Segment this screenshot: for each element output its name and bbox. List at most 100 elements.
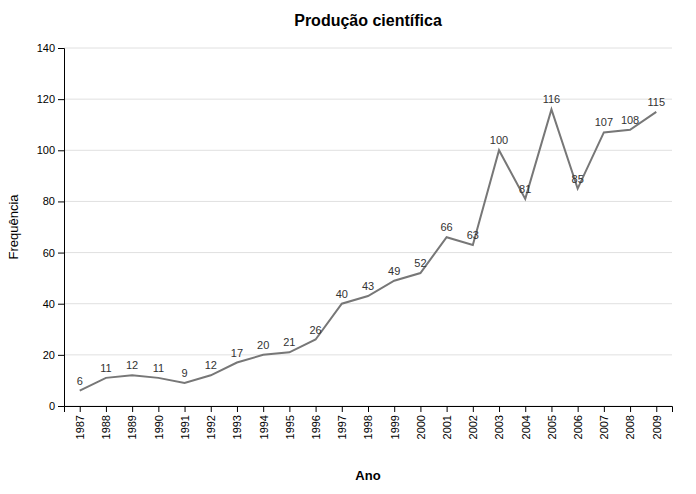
y-grid-line xyxy=(64,150,672,151)
x-tick: 2008 xyxy=(624,406,636,439)
x-tick-label: 1990 xyxy=(153,415,165,439)
y-grid-line xyxy=(64,48,672,49)
data-label: 100 xyxy=(490,134,508,146)
x-tick-label: 2006 xyxy=(572,415,584,439)
data-label: 107 xyxy=(595,116,613,128)
y-grid-line xyxy=(64,303,672,304)
x-tick-label: 2002 xyxy=(467,415,479,439)
y-tick-label: 40 xyxy=(43,298,55,310)
x-tick-mark xyxy=(578,406,579,412)
y-tick: 0 xyxy=(49,400,64,412)
x-tick: 2000 xyxy=(415,406,427,439)
y-tick: 140 xyxy=(37,42,64,54)
x-tick-label: 1995 xyxy=(284,415,296,439)
x-tick-mark xyxy=(473,406,474,412)
x-tick-mark xyxy=(656,406,657,412)
x-tick-label: 1987 xyxy=(74,415,86,439)
y-tick-label: 0 xyxy=(49,400,55,412)
data-label: 66 xyxy=(440,221,452,233)
x-tick-mark xyxy=(211,406,212,412)
y-tick-label: 120 xyxy=(37,93,55,105)
data-label: 11 xyxy=(153,362,164,374)
x-tick-mark xyxy=(368,406,369,412)
x-tick-label: 1997 xyxy=(336,415,348,439)
y-tick-label: 100 xyxy=(37,144,55,156)
plot: 1987 1988 1989 1990 1991 1992 1993 1994 1995 1996… xyxy=(37,42,673,439)
x-tick: 1989 xyxy=(126,406,138,439)
x-tick-label: 1994 xyxy=(258,415,270,439)
x-tick: 1988 xyxy=(100,406,112,439)
y-tick-label: 140 xyxy=(37,42,55,54)
marks xyxy=(80,109,657,390)
x-tick-mark xyxy=(394,406,395,412)
x-tick: 1994 xyxy=(258,406,270,439)
x-tick-label: 2007 xyxy=(598,415,610,439)
x-tick: 1996 xyxy=(310,406,322,439)
x-tick-mark xyxy=(342,406,343,412)
x-axis: 1987 1988 1989 1990 1991 1992 1993 1994 1995 1996… xyxy=(65,406,673,439)
x-tick-label: 1996 xyxy=(310,415,322,439)
x-tick-label: 1991 xyxy=(179,415,191,439)
y-grid-line xyxy=(64,201,672,202)
grid xyxy=(64,48,672,406)
y-grid-line xyxy=(64,354,672,355)
x-tick-mark xyxy=(237,406,238,412)
x-tick: 1998 xyxy=(362,406,374,439)
x-tick-mark xyxy=(289,406,290,412)
x-tick: 2001 xyxy=(441,406,453,439)
data-label: 52 xyxy=(414,257,426,269)
y-axis: 020406080100120140 xyxy=(37,42,65,412)
x-tick-label: 2004 xyxy=(520,415,532,439)
y-grid-line xyxy=(64,99,672,100)
x-tick-mark xyxy=(525,406,526,412)
y-tick: 120 xyxy=(37,93,64,105)
x-tick-mark xyxy=(604,406,605,412)
x-tick: 2009 xyxy=(651,406,663,439)
x-tick-mark xyxy=(106,406,107,412)
y-tick-mark xyxy=(58,304,64,305)
x-tick-label: 2008 xyxy=(624,415,636,439)
x-tick-label: 1998 xyxy=(362,415,374,439)
x-tick: 1991 xyxy=(179,406,191,439)
data-label: 12 xyxy=(205,359,217,371)
x-tick-label: 2005 xyxy=(546,415,558,439)
x-tick: 1997 xyxy=(336,406,348,439)
data-label: 9 xyxy=(181,367,187,379)
data-line xyxy=(80,109,657,390)
x-tick: 2002 xyxy=(467,406,479,439)
x-tick-mark xyxy=(551,406,552,412)
data-label: 21 xyxy=(283,336,295,348)
y-tick-label: 60 xyxy=(43,247,55,259)
data-label: 11 xyxy=(100,362,111,374)
x-tick-mark xyxy=(263,406,264,412)
data-label: 20 xyxy=(257,339,269,351)
data-label: 43 xyxy=(362,280,374,292)
y-tick-mark xyxy=(58,406,64,407)
title: Produção científica xyxy=(294,12,442,29)
x-tick: 1995 xyxy=(284,406,296,439)
y-tick: 60 xyxy=(43,247,64,259)
x-axis-line xyxy=(65,407,673,413)
data-label: 108 xyxy=(621,114,639,126)
data-label: 116 xyxy=(543,93,561,105)
data-label: 6 xyxy=(77,375,83,387)
x-tick-mark xyxy=(499,406,500,412)
x-tick-label: 1999 xyxy=(389,415,401,439)
x-tick-mark xyxy=(316,406,317,412)
x-tick-label: 2000 xyxy=(415,415,427,439)
x-tick-label: 2003 xyxy=(493,415,505,439)
data-label: 81 xyxy=(519,183,531,195)
data-label: 26 xyxy=(309,324,321,336)
x-tick-label: 1988 xyxy=(100,415,112,439)
x-tick: 1993 xyxy=(231,406,243,439)
x-tick: 2006 xyxy=(572,406,584,439)
x-tick: 1999 xyxy=(389,406,401,439)
y-tick: 20 xyxy=(43,349,64,361)
y-tick-mark xyxy=(58,253,64,254)
x-tick: 2007 xyxy=(598,406,610,439)
x-tick-label: 2009 xyxy=(651,415,663,439)
x-tick-label: 1992 xyxy=(205,415,217,439)
y-tick-mark xyxy=(58,201,64,202)
y-tick-mark xyxy=(58,99,64,100)
x-tick: 1990 xyxy=(153,406,165,439)
